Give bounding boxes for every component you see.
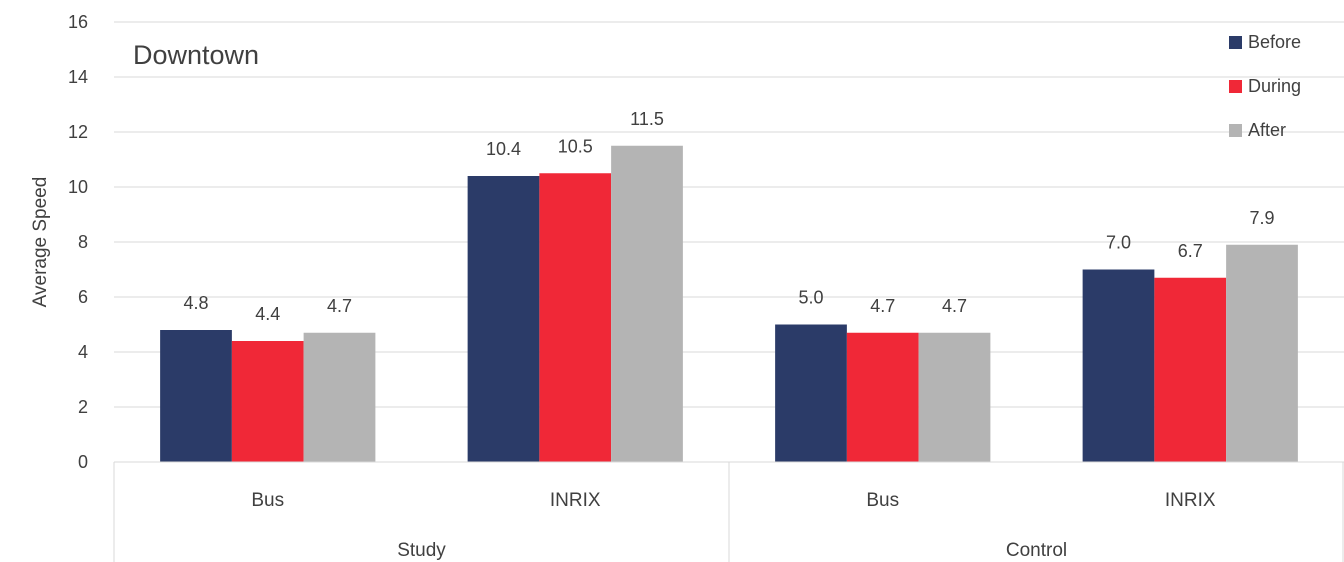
y-axis-label: Average Speed (30, 177, 51, 308)
x-group-label: Control (1006, 540, 1067, 561)
y-tick-label: 14 (68, 67, 88, 87)
legend-swatch-during (1229, 80, 1242, 93)
data-label: 7.9 (1249, 208, 1274, 228)
data-label: 10.5 (558, 136, 593, 156)
legend-label-after: After (1248, 120, 1286, 140)
x-category-label: INRIX (1165, 490, 1216, 511)
bar-before (1082, 269, 1155, 462)
chart-title: Downtown (133, 40, 259, 70)
y-axis-ticks: 0 2 4 6 8 10 12 14 16 (68, 12, 88, 472)
data-label: 7.0 (1106, 233, 1131, 253)
bar-after (1226, 244, 1298, 462)
y-tick-label: 10 (68, 177, 88, 197)
bar-during (231, 341, 304, 462)
bar-during (846, 332, 919, 462)
legend-label-before: Before (1248, 32, 1301, 52)
bars (160, 145, 1298, 462)
bar-before (467, 176, 540, 462)
bar-during (1154, 277, 1227, 462)
data-labels: 4.8 10.4 5.0 7.0 4.4 10.5 4.7 6.7 4.7 11.5 4.7 7.9 (183, 109, 1274, 324)
x-category-label: INRIX (550, 490, 601, 511)
data-label: 5.0 (798, 288, 823, 308)
x-group-label: Study (397, 540, 446, 561)
data-label: 11.5 (630, 109, 664, 129)
legend-swatch-before (1229, 36, 1242, 49)
data-label: 6.7 (1178, 241, 1203, 261)
x-axis: Bus INRIX Bus INRIX Study Control (113, 461, 1344, 562)
legend: Before During After (1229, 32, 1301, 140)
y-tick-label: 8 (78, 232, 88, 252)
data-label: 4.7 (327, 296, 352, 316)
bar-before (775, 324, 847, 462)
bar-after (611, 145, 683, 462)
y-tick-label: 2 (78, 397, 88, 417)
bar-before (160, 330, 232, 462)
x-category-label: Bus (866, 490, 899, 511)
data-label: 4.8 (183, 293, 208, 313)
data-label: 4.7 (942, 296, 967, 316)
y-tick-label: 0 (78, 452, 88, 472)
legend-swatch-after (1229, 124, 1242, 137)
bar-after (918, 332, 991, 462)
data-label: 4.4 (255, 304, 280, 324)
legend-label-during: During (1248, 76, 1301, 96)
y-tick-label: 16 (68, 12, 88, 32)
y-tick-label: 12 (68, 122, 88, 142)
y-tick-label: 4 (78, 342, 88, 362)
data-label: 10.4 (486, 139, 521, 159)
y-tick-label: 6 (78, 287, 88, 307)
bar-during (539, 173, 612, 462)
bar-after (303, 332, 376, 462)
x-category-label: Bus (251, 490, 284, 511)
data-label: 4.7 (870, 296, 895, 316)
